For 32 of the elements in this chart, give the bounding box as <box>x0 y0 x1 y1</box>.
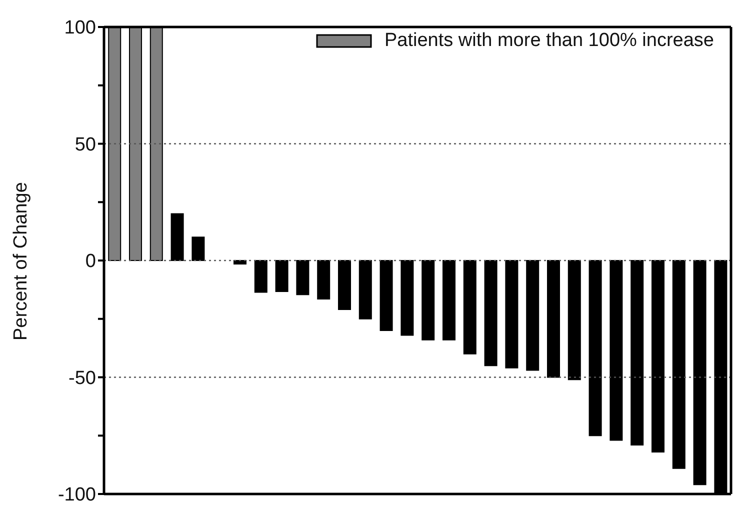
y-tick-label: 100 <box>64 18 96 39</box>
bar <box>296 260 310 296</box>
legend-label: Patients with more than 100% increase <box>384 30 714 52</box>
y-tick-label: 50 <box>74 134 96 156</box>
bar <box>170 213 184 261</box>
y-tick-label: -50 <box>68 368 96 389</box>
bar <box>588 260 602 436</box>
bar <box>317 260 330 300</box>
y-axis-title: Percent of Change <box>10 182 32 340</box>
bar <box>547 260 560 378</box>
bar <box>380 260 393 332</box>
bar <box>484 260 498 366</box>
bar <box>275 260 288 292</box>
bar <box>234 260 246 265</box>
bar <box>610 260 623 441</box>
bar <box>505 260 518 368</box>
bar <box>422 260 435 340</box>
bar <box>338 260 351 310</box>
bar <box>358 260 372 320</box>
bar <box>630 260 644 446</box>
bar <box>463 260 476 354</box>
bar <box>568 260 581 380</box>
y-tick-label: 0 <box>85 251 96 272</box>
bar <box>672 260 686 469</box>
bar <box>400 260 414 336</box>
bar <box>526 260 540 371</box>
bar <box>442 260 456 340</box>
bar <box>254 260 268 293</box>
bar <box>192 236 205 261</box>
bar <box>652 260 664 452</box>
y-tick-label: -100 <box>58 484 96 506</box>
bar <box>693 260 706 486</box>
